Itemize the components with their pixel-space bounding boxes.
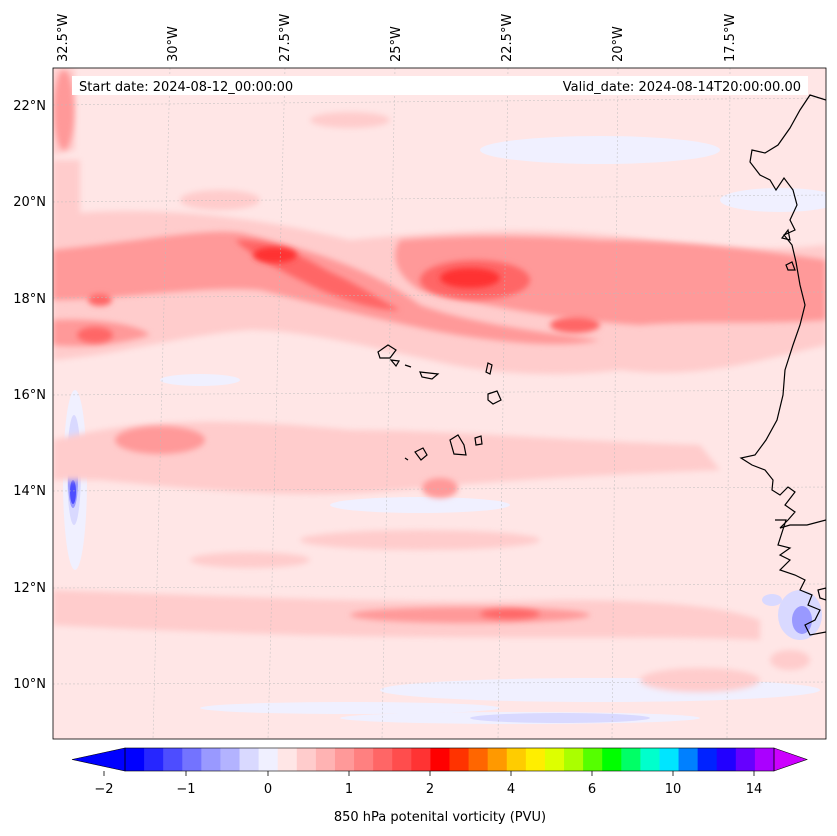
lat-label: 18°N [13, 292, 46, 307]
colorbar-cell [621, 748, 641, 771]
colorbar-tick-label: 6 [588, 782, 596, 797]
colorbar-tick-label: −2 [94, 782, 113, 797]
lon-label: 22.5°W [500, 14, 515, 62]
colorbar-cell [716, 748, 737, 771]
colorbar-label: 850 hPa potenital vorticity (PVU) [334, 810, 546, 825]
colorbar: −2 −1 0 1 2 4 6 10 14 850 hPa potenital … [71, 747, 808, 825]
colorbar-cell [697, 748, 718, 771]
cape-verde-islands [377, 344, 502, 461]
colorbar-tick-label: 2 [426, 782, 434, 797]
colorbar-cell [640, 748, 660, 771]
african-coastline [739, 94, 826, 636]
colorbar-cell [678, 748, 699, 771]
colorbar-overflow-arrow [773, 747, 808, 772]
colorbar-cell [201, 748, 221, 771]
lat-label: 20°N [13, 195, 46, 210]
colorbar-tick-label: −1 [176, 782, 195, 797]
colorbar-tick-label: 1 [345, 782, 353, 797]
start-date-text: Start date: 2024-08-12_00:00:00 [79, 80, 293, 95]
colorbar-cell [468, 748, 489, 771]
lon-label: 30°W [166, 26, 181, 62]
colorbar-cell [506, 748, 527, 771]
colorbar-cell [163, 748, 183, 771]
colorbar-tick-labels: −2 −1 0 1 2 4 6 10 14 [94, 782, 762, 797]
lat-label: 10°N [13, 677, 46, 692]
map-panel [53, 68, 826, 739]
colorbar-cell [449, 748, 470, 771]
colorbar-cell [487, 748, 508, 771]
lat-label: 12°N [13, 581, 46, 596]
colorbar-cell [144, 748, 164, 771]
colorbar-cell [602, 748, 622, 771]
lon-label: 25°W [389, 26, 404, 62]
colorbar-cell [430, 748, 450, 771]
colorbar-cell [220, 748, 241, 771]
longitude-labels: 32.5°W 30°W 27.5°W 25°W 22.5°W 20°W 17.5… [56, 14, 738, 62]
colorbar-cell [392, 748, 412, 771]
colorbar-cell [735, 748, 756, 771]
colorbar-cell [315, 748, 336, 771]
colorbar-cell [411, 748, 431, 771]
colorbar-tick-label: 4 [507, 782, 515, 797]
colorbar-cells [125, 748, 775, 771]
colorbar-tick-label: 10 [665, 782, 682, 797]
pv-level-4 [253, 247, 500, 288]
lon-label: 20°W [611, 26, 626, 62]
colorbar-cell [239, 748, 260, 771]
colorbar-cell [258, 748, 279, 771]
lat-label: 16°N [13, 388, 46, 403]
colorbar-cell [754, 748, 775, 771]
date-annotation-box: Start date: 2024-08-12_00:00:00 Valid_da… [72, 76, 808, 95]
lon-label: 17.5°W [723, 14, 738, 62]
colorbar-frame [124, 747, 775, 772]
colorbar-tick-label: 0 [264, 782, 272, 797]
colorbar-cell [373, 748, 393, 771]
colorbar-cell [277, 748, 298, 771]
colorbar-cell [583, 748, 603, 771]
lon-label: 27.5°W [278, 14, 293, 62]
colorbar-tick-label: 14 [746, 782, 763, 797]
colorbar-cell [544, 748, 565, 771]
colorbar-cell [296, 748, 317, 771]
colorbar-cell [354, 748, 374, 771]
colorbar-ticks [103, 771, 755, 776]
valid-date-text: Valid_date: 2024-08-14T20:00:00.00 [563, 80, 801, 95]
lat-label: 14°N [13, 484, 46, 499]
lon-label: 32.5°W [56, 14, 71, 62]
colorbar-cell [182, 748, 202, 771]
gridlines [53, 68, 826, 739]
colorbar-underflow-arrow [71, 747, 126, 772]
map-frame [52, 67, 827, 740]
colorbar-cell [564, 748, 584, 771]
colorbar-cell [334, 748, 355, 771]
lat-label: 22°N [13, 99, 46, 114]
latitude-labels: 22°N 20°N 18°N 16°N 14°N 12°N 10°N [13, 99, 46, 692]
colorbar-cell [525, 748, 546, 771]
colorbar-cell [125, 748, 145, 771]
colorbar-cell [659, 748, 680, 771]
